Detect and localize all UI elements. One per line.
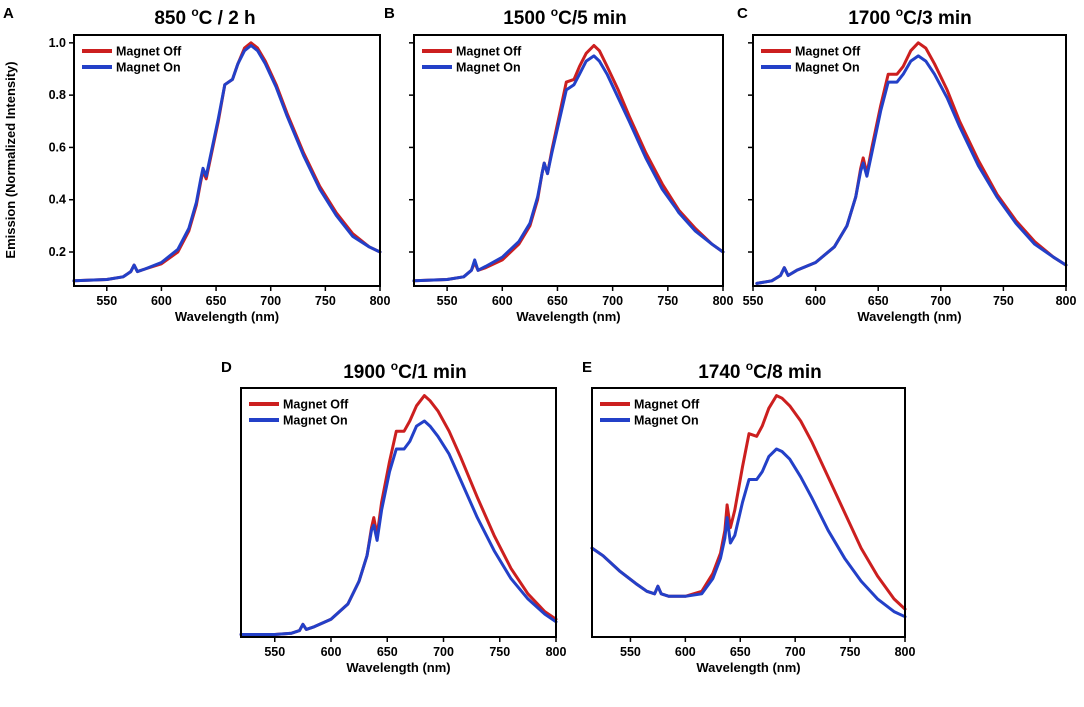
y-tick-label: 0.8 (49, 88, 66, 102)
x-tick-label: 600 (675, 645, 696, 659)
y-tick-label: 0.6 (49, 140, 66, 154)
legend-label: Magnet On (283, 414, 348, 428)
panel-b: B 1500 oC/5 min 550 600 650 700 750 800 Waveleng… (384, 5, 733, 324)
plot-frame (591, 387, 906, 638)
plot-frame (73, 34, 381, 287)
legend-label: Magnet On (116, 61, 181, 75)
x-axis-label: Wavelength (nm) (516, 309, 620, 324)
chart-title-superscript: o (191, 5, 198, 19)
chart-title-rest: C / 2 h (199, 8, 256, 29)
x-axis-label: Wavelength (nm) (175, 309, 279, 324)
plot-frame (413, 34, 724, 287)
panel-letter: E (582, 359, 592, 376)
legend-label: Magnet Off (116, 45, 182, 59)
x-axis-label: Wavelength (nm) (857, 309, 961, 324)
chart-title: 1900 oC/1 min (343, 359, 467, 383)
legend-label: Magnet On (795, 61, 860, 75)
panel-letter: A (3, 5, 14, 22)
x-tick-label: 800 (713, 294, 734, 308)
x-tick-label: 650 (547, 294, 568, 308)
chart-title-superscript: o (391, 359, 398, 373)
x-axis-label: Wavelength (nm) (696, 660, 800, 675)
x-tick-label: 750 (315, 294, 336, 308)
chart-title-main: 1700 (848, 8, 896, 29)
legend-label: Magnet Off (456, 45, 522, 59)
legend-label: Magnet On (634, 414, 699, 428)
x-tick-label: 750 (840, 645, 861, 659)
plot-frame (752, 34, 1067, 287)
panel-letter: D (221, 359, 232, 376)
y-axis-label: Emission (Normalized Intensity) (3, 61, 18, 258)
x-tick-label: 600 (151, 294, 172, 308)
plot-frame (240, 387, 557, 638)
legend-label: Magnet Off (283, 398, 349, 412)
x-tick-label: 700 (260, 294, 281, 308)
series-line-magnet-on (755, 54, 1068, 285)
legend-label: Magnet Off (795, 45, 861, 59)
x-tick-label: 750 (993, 294, 1014, 308)
series-line-magnet-off (72, 41, 382, 283)
chart-title: 1500 oC/5 min (503, 5, 627, 29)
series-line-magnet-off (239, 394, 558, 636)
x-tick-label: 800 (546, 645, 567, 659)
chart-title-superscript: o (746, 359, 753, 373)
y-tick-label: 0.2 (49, 245, 66, 259)
x-tick-label: 650 (377, 645, 398, 659)
x-tick-label: 550 (743, 294, 764, 308)
chart-title-rest: C/8 min (753, 362, 822, 383)
x-tick-label: 550 (264, 645, 285, 659)
x-tick-label: 550 (620, 645, 641, 659)
series-line-magnet-off (755, 41, 1068, 285)
legend-label: Magnet Off (634, 398, 700, 412)
series-line-magnet-on (239, 419, 558, 636)
chart-title-main: 1740 (698, 362, 746, 383)
chart-title-main: 850 (154, 8, 191, 29)
chart-title: 850 oC / 2 h (154, 5, 255, 29)
y-tick-label: 1.0 (49, 36, 66, 50)
panel-d: D 1900 oC/1 min 550 600 650 700 750 800 Waveleng… (221, 359, 566, 675)
x-tick-label: 800 (370, 294, 391, 308)
y-tick-label: 0.4 (49, 193, 66, 207)
x-tick-label: 650 (206, 294, 227, 308)
x-tick-label: 550 (96, 294, 117, 308)
panel-a: A 850 oC / 2 h 550 600 650 700 750 800 0.2 0.4 0.6… (3, 5, 390, 324)
x-tick-label: 650 (730, 645, 751, 659)
series-line-magnet-on (590, 447, 907, 619)
panel-letter: B (384, 5, 395, 22)
panel-e: E 1740 oC/8 min 550 600 650 700 750 800 Waveleng… (582, 359, 915, 675)
x-tick-label: 750 (489, 645, 510, 659)
x-tick-label: 600 (321, 645, 342, 659)
panel-letter: C (737, 5, 748, 22)
panel-c: C 1700 oC/3 min 550 600 650 700 750 800 Waveleng… (737, 5, 1076, 324)
x-tick-label: 800 (1056, 294, 1077, 308)
x-tick-label: 600 (492, 294, 513, 308)
chart-title-rest: C/1 min (398, 362, 467, 383)
x-tick-label: 700 (930, 294, 951, 308)
series-line-magnet-off (412, 44, 725, 283)
chart-title: 1700 oC/3 min (848, 5, 972, 29)
x-tick-label: 550 (437, 294, 458, 308)
chart-title-main: 1900 (343, 362, 391, 383)
x-tick-label: 650 (868, 294, 889, 308)
x-tick-label: 600 (805, 294, 826, 308)
chart-title-rest: C/5 min (558, 8, 627, 29)
chart-title-superscript: o (551, 5, 558, 19)
chart-title-main: 1500 (503, 8, 551, 29)
chart-title-rest: C/3 min (903, 8, 972, 29)
x-tick-label: 700 (433, 645, 454, 659)
legend-label: Magnet On (456, 61, 521, 75)
chart-title-superscript: o (896, 5, 903, 19)
x-tick-label: 800 (895, 645, 916, 659)
x-axis-label: Wavelength (nm) (346, 660, 450, 675)
series-line-magnet-on (72, 44, 382, 283)
x-tick-label: 700 (785, 645, 806, 659)
series-line-magnet-on (412, 54, 725, 283)
x-tick-label: 750 (657, 294, 678, 308)
chart-title: 1740 oC/8 min (698, 359, 822, 383)
x-tick-label: 700 (602, 294, 623, 308)
